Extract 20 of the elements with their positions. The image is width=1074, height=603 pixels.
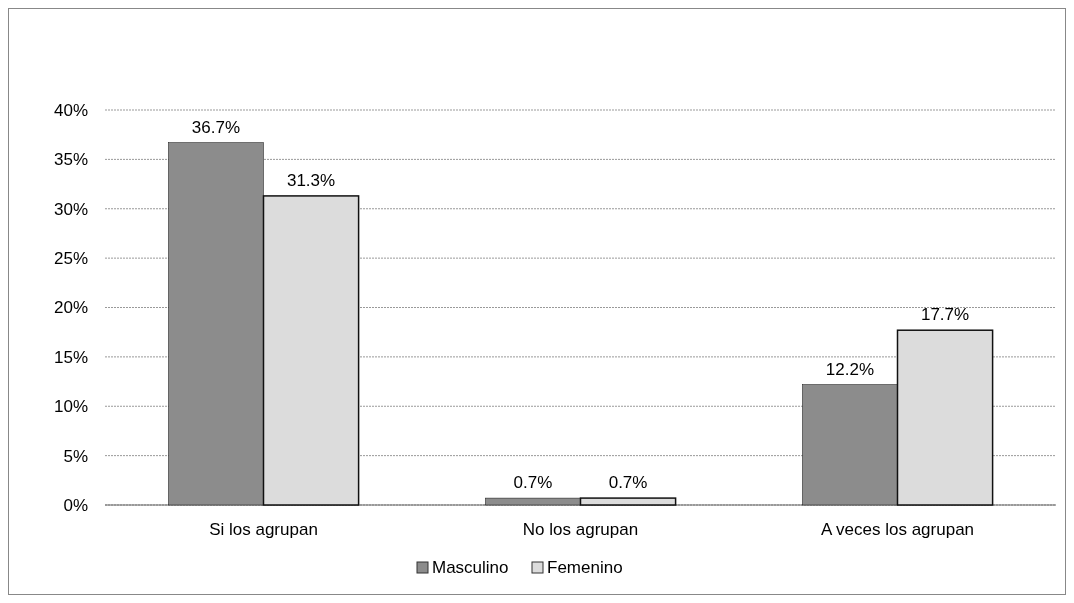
data-label: 12.2% bbox=[825, 359, 875, 379]
legend-label: Femenino bbox=[547, 558, 623, 577]
data-label: 0.7% bbox=[513, 473, 553, 493]
y-tick-label: 0% bbox=[63, 495, 88, 515]
y-tick-label: 30% bbox=[53, 199, 88, 219]
y-tick-label: 25% bbox=[53, 249, 88, 269]
x-tick-label: No los agrupan bbox=[522, 520, 639, 539]
y-tick-label: 15% bbox=[53, 347, 88, 367]
data-label: 36.7% bbox=[191, 117, 241, 137]
data-label: 31.3% bbox=[286, 170, 336, 190]
data-label: 17.7% bbox=[920, 305, 970, 325]
x-tick-label: Si los agrupan bbox=[209, 520, 318, 539]
x-tick-label: A veces los agrupan bbox=[820, 520, 975, 539]
y-tick-label: 5% bbox=[63, 446, 88, 466]
data-label: 0.7% bbox=[608, 473, 648, 493]
y-tick-label: 10% bbox=[53, 397, 88, 417]
legend-label: Masculino bbox=[432, 558, 509, 577]
y-tick-label: 20% bbox=[53, 298, 88, 318]
y-tick-label: 40% bbox=[53, 100, 88, 120]
y-tick-label: 35% bbox=[53, 150, 88, 170]
